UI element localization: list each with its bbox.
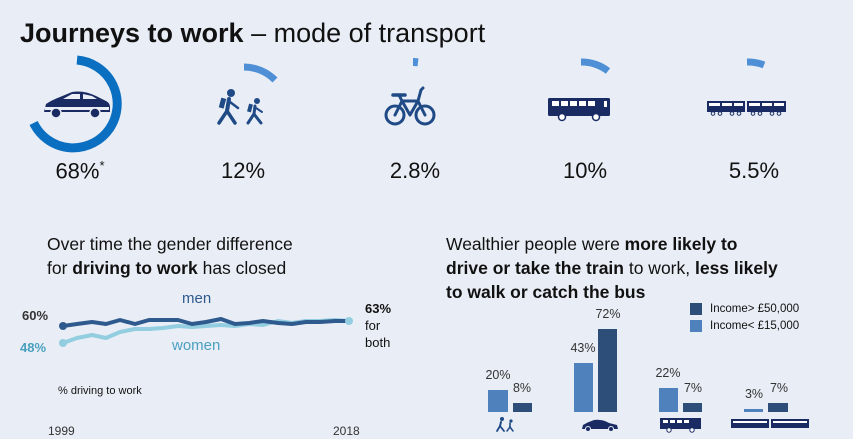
text: for bbox=[47, 258, 73, 278]
train-share-arc bbox=[746, 58, 766, 69]
page-title: Journeys to work – mode of transport bbox=[20, 18, 485, 49]
bar-label-bus-high: 7% bbox=[683, 381, 703, 395]
text-bold: to walk or catch the bus bbox=[446, 282, 646, 302]
bar-label-walk-low: 20% bbox=[485, 368, 511, 382]
legend-label: Income> £50,000 bbox=[710, 302, 800, 315]
income-bar-chart bbox=[488, 329, 788, 412]
men-label: men bbox=[182, 290, 212, 307]
bar-train-icon bbox=[731, 419, 809, 428]
men-line bbox=[62, 317, 349, 328]
walking-share-arc bbox=[243, 63, 278, 83]
bus-percentage: 10% bbox=[562, 158, 608, 183]
men-start-dot bbox=[59, 322, 67, 330]
income-heading-line3: to walk or catch the bus bbox=[446, 280, 778, 304]
bar-label-car-high: 72% bbox=[595, 307, 621, 321]
swatch-high-income bbox=[690, 302, 702, 315]
text: to work, bbox=[623, 258, 695, 278]
car-share-ring bbox=[29, 55, 122, 153]
income-heading-line1: Wealthier people were more likely to bbox=[446, 232, 778, 256]
bar-label-car-low: 43% bbox=[570, 341, 596, 355]
end-text-1: for bbox=[365, 318, 381, 333]
legend: Income> £50,000 Income< £15,000 bbox=[690, 300, 799, 334]
car-icon bbox=[44, 91, 110, 119]
bicycle-percentage: 2.8% bbox=[389, 158, 441, 183]
train-icon bbox=[707, 101, 786, 116]
legend-label: Income< £15,000 bbox=[710, 319, 800, 332]
women-start-value: 48% bbox=[20, 340, 47, 355]
footnote-marker: * bbox=[99, 158, 105, 173]
walking-percentage: 12% bbox=[220, 158, 266, 183]
income-heading: Wealthier people were more likely to dri… bbox=[446, 232, 778, 304]
end-annotation: 63% for both bbox=[365, 300, 391, 351]
end-dot bbox=[345, 317, 353, 325]
bar-label-bus-low: 22% bbox=[655, 366, 681, 380]
women-start-dot bbox=[59, 339, 67, 347]
bicycle-icon bbox=[384, 86, 436, 126]
men-start-value: 60% bbox=[22, 308, 49, 323]
car-value: 68% bbox=[55, 158, 100, 184]
bus-share-arc bbox=[580, 58, 611, 74]
end-text-2: both bbox=[365, 335, 391, 350]
walking-icon bbox=[217, 89, 263, 125]
year-end: 2018 bbox=[333, 424, 360, 438]
legend-item-low-income: Income< £15,000 bbox=[690, 317, 799, 334]
title-rest: – mode of transport bbox=[243, 18, 486, 48]
end-value: 63% bbox=[365, 301, 392, 316]
axis-note: % driving to work bbox=[58, 385, 142, 397]
bar-label-walk-high: 8% bbox=[512, 381, 532, 395]
women-label: women bbox=[172, 337, 221, 354]
bar-car-icon bbox=[582, 419, 618, 432]
car-percentage: 68%* bbox=[20, 158, 140, 184]
income-heading-line2: drive or take the train to work, less li… bbox=[446, 256, 778, 280]
text-bold: less likely bbox=[694, 258, 778, 278]
text-bold: more likely to bbox=[624, 234, 738, 254]
gender-heading-line1: Over time the gender difference bbox=[47, 234, 293, 254]
gender-heading: Over time the gender difference for driv… bbox=[47, 232, 293, 280]
bar-label-train-low: 3% bbox=[744, 387, 764, 401]
title-bold: Journeys to work bbox=[20, 18, 244, 48]
year-start: 1999 bbox=[48, 424, 75, 438]
bus-icon bbox=[548, 98, 610, 122]
bar-label-train-high: 7% bbox=[769, 381, 789, 395]
gender-heading-line2: for driving to work has closed bbox=[47, 256, 293, 280]
text-bold: drive or take the train bbox=[446, 258, 624, 278]
train-percentage: 5.5% bbox=[728, 158, 780, 183]
legend-item-high-income: Income> £50,000 bbox=[690, 300, 799, 317]
swatch-low-income bbox=[690, 319, 702, 332]
bar-bus-icon bbox=[660, 418, 701, 433]
text-bold: driving to work bbox=[72, 258, 198, 278]
text: Wealthier people were bbox=[446, 234, 625, 254]
text: has closed bbox=[197, 258, 287, 278]
bar-walking-icon bbox=[496, 417, 514, 432]
